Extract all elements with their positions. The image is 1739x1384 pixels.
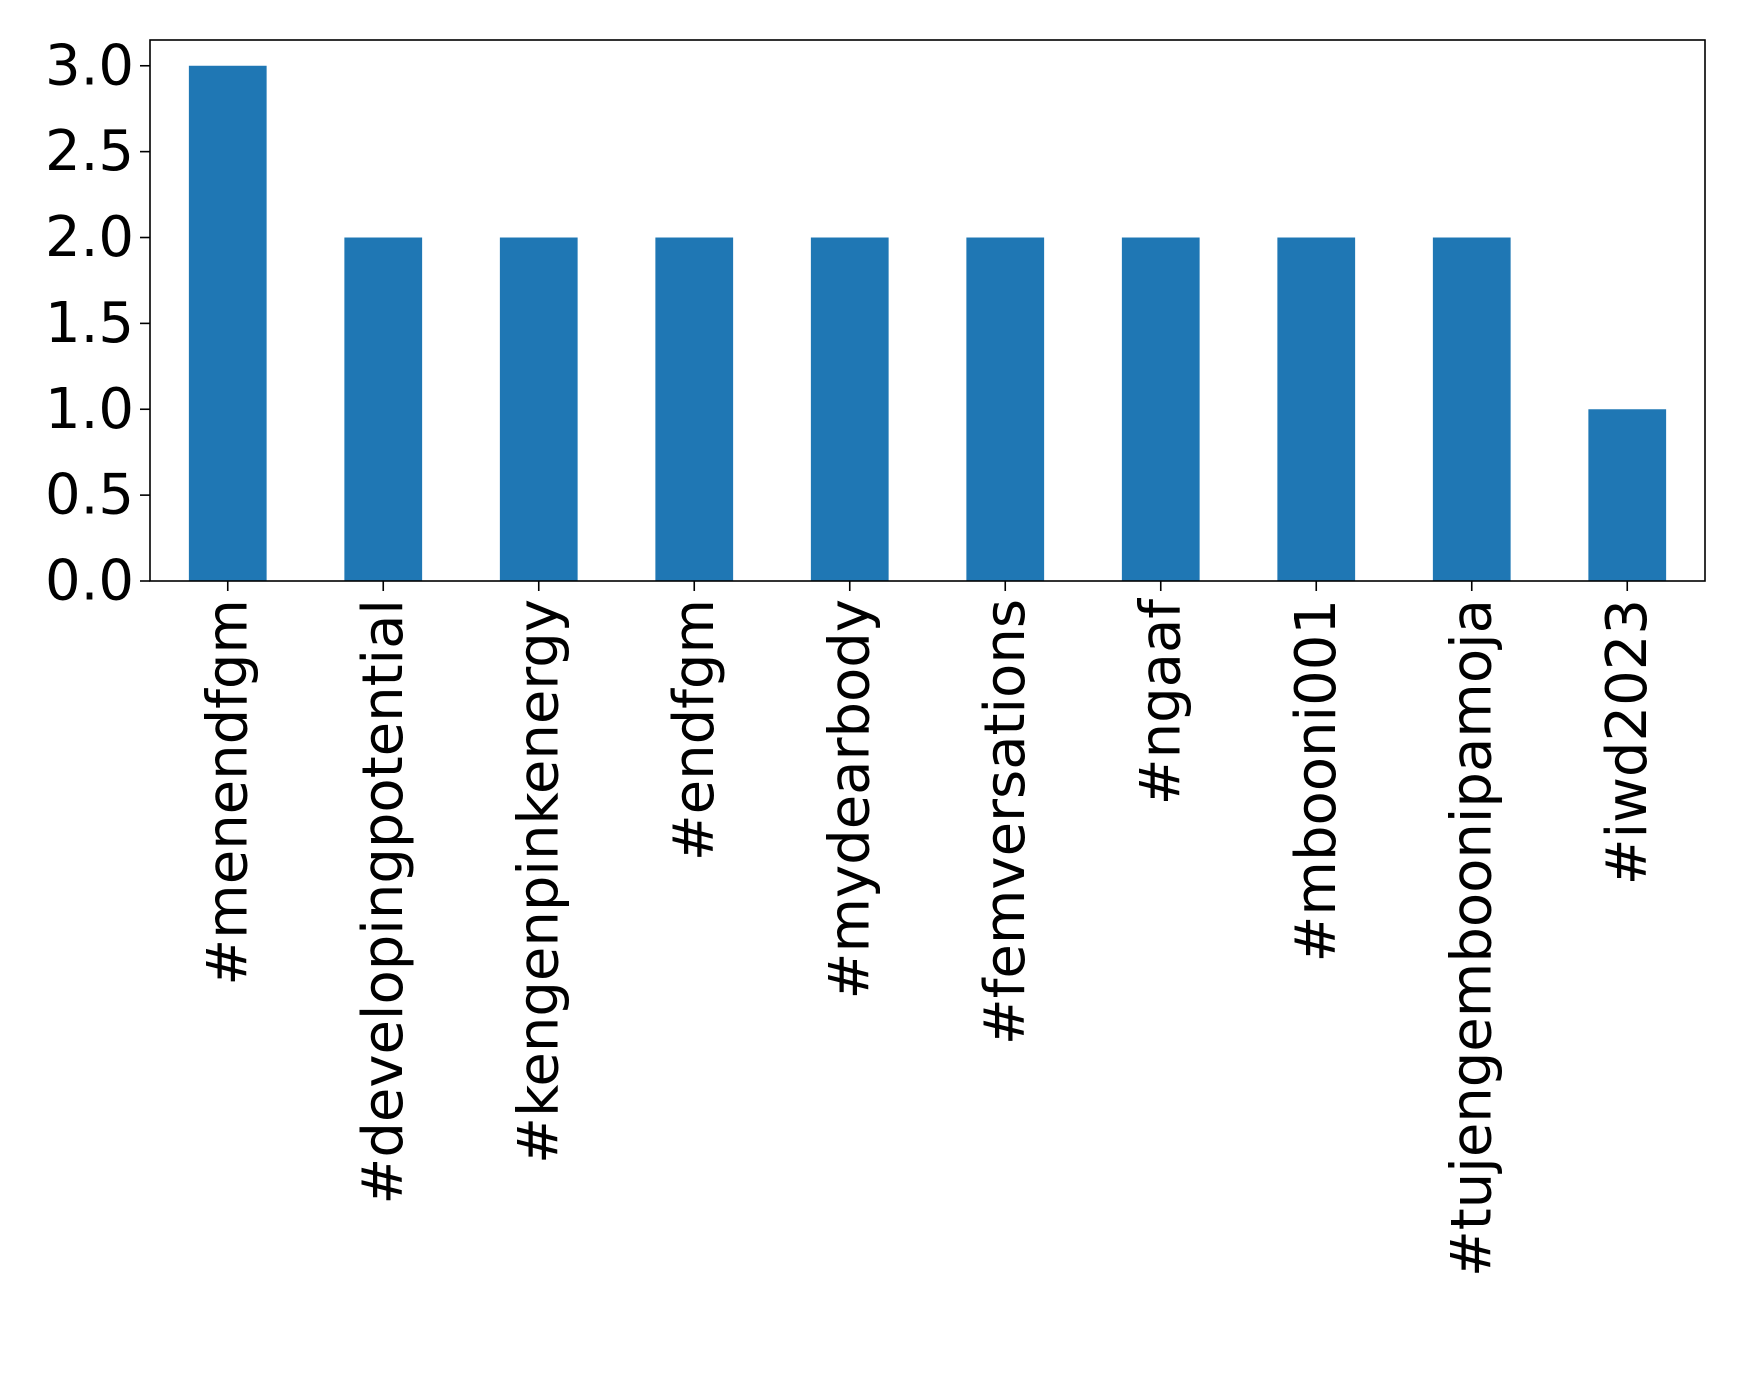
y-tick-label: 0.0 xyxy=(45,549,134,614)
bar xyxy=(188,65,267,581)
bar xyxy=(1277,237,1356,581)
y-tick-label: 2.0 xyxy=(45,205,134,270)
x-tick-label: #ngaaf xyxy=(1128,598,1193,806)
y-tick-label: 1.5 xyxy=(45,291,134,356)
x-tick-label: #menendfgm xyxy=(195,599,260,986)
bar xyxy=(655,237,734,581)
x-tick-label: #kengenpinkenergy xyxy=(506,599,571,1164)
y-tick-label: 0.5 xyxy=(45,463,134,528)
x-tick-label: #tujengemboonipamoja xyxy=(1439,599,1504,1277)
bar xyxy=(1121,237,1200,581)
y-tick-label: 3.0 xyxy=(45,33,134,98)
y-axis: 0.0 0.5 1.0 1.5 2.0 2.5 3.0 xyxy=(45,33,150,614)
bar xyxy=(1432,237,1511,581)
bar xyxy=(1588,409,1667,581)
x-tick-label: #mydearbody xyxy=(817,599,882,999)
x-tick-label: #femversations xyxy=(973,599,1038,1045)
y-tick-label: 1.0 xyxy=(45,377,134,442)
x-tick-label: #iwd2023 xyxy=(1595,599,1660,885)
plot-frame xyxy=(149,39,1706,582)
x-tick-label: #mbooni001 xyxy=(1284,599,1349,962)
bar xyxy=(344,237,423,581)
bar xyxy=(966,237,1045,581)
x-tick-label: #endfgm xyxy=(662,599,727,861)
x-tick-label: #developingpotential xyxy=(351,599,416,1205)
bars-group xyxy=(188,65,1667,581)
y-tick-label: 2.5 xyxy=(45,119,134,184)
bar xyxy=(810,237,889,581)
x-axis: #menendfgm #developingpotential #kengenpin… xyxy=(195,581,1660,1277)
bar xyxy=(499,237,578,581)
